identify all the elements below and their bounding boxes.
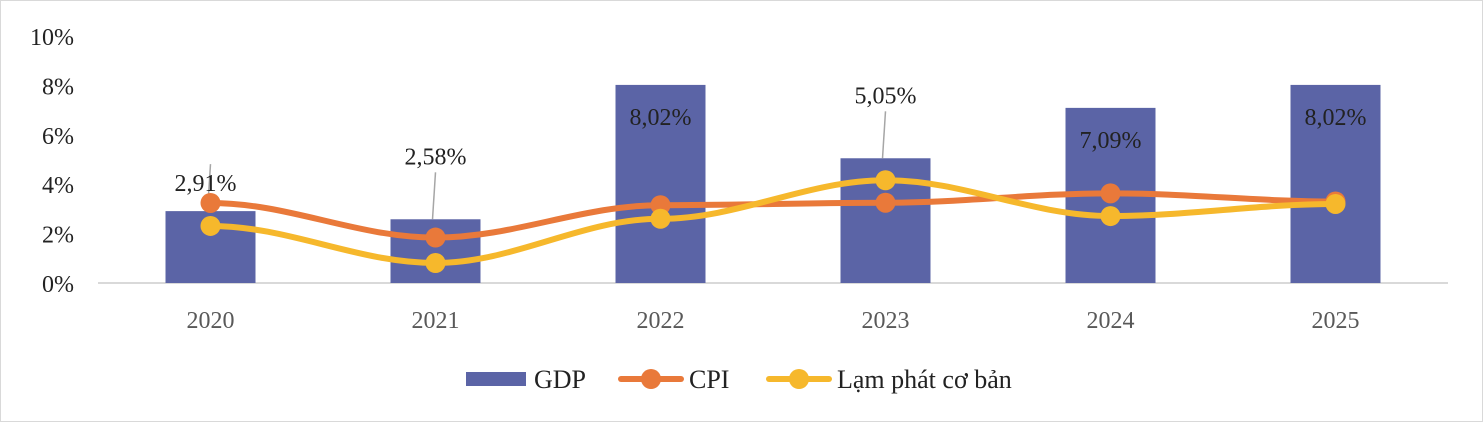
marker-core-inflation	[1100, 206, 1121, 227]
legend-label-core-inflation: Lạm phát cơ bản	[837, 365, 1012, 394]
bar-gdp	[1290, 84, 1381, 283]
marker-cpi	[875, 192, 896, 213]
x-tick-label: 2021	[412, 308, 460, 334]
x-tick-label: 2025	[1312, 308, 1360, 334]
data-label-leader	[431, 172, 437, 220]
legend-label-gdp: GDP	[534, 365, 586, 394]
x-tick-label: 2020	[187, 308, 235, 334]
marker-cpi	[1100, 183, 1121, 204]
legend-swatch-gdp	[466, 372, 526, 386]
x-tick-label: 2024	[1087, 308, 1135, 334]
data-label-gdp: 8,02%	[1305, 105, 1367, 131]
data-label-gdp: 2,58%	[405, 144, 467, 170]
data-label-leader	[881, 111, 887, 159]
legend-marker-cpi	[641, 369, 661, 389]
legend-label-cpi: CPI	[689, 365, 729, 394]
marker-core-inflation	[1325, 193, 1346, 214]
y-tick-label: 10%	[30, 25, 74, 51]
line-cpi	[207, 190, 1339, 241]
data-label-gdp: 2,91%	[175, 171, 237, 197]
data-label-gdp: 8,02%	[630, 105, 692, 131]
y-tick-label: 8%	[42, 74, 74, 100]
marker-core-inflation	[200, 215, 221, 236]
x-tick-label: 2023	[862, 308, 910, 334]
y-tick-label: 4%	[42, 173, 74, 199]
marker-cpi	[425, 227, 446, 248]
marker-core-inflation	[650, 208, 671, 229]
data-label-gdp: 5,05%	[855, 83, 917, 109]
bar-gdp	[615, 84, 706, 283]
line-core-inflation	[207, 177, 1339, 266]
legend-marker-core-inflation	[789, 369, 809, 389]
marker-core-inflation	[875, 170, 896, 191]
data-label-gdp: 7,09%	[1080, 128, 1142, 154]
y-tick-label: 2%	[42, 223, 74, 249]
y-tick-label: 0%	[42, 272, 74, 298]
marker-cpi	[200, 192, 221, 213]
x-tick-label: 2022	[637, 308, 685, 334]
marker-core-inflation	[425, 252, 446, 273]
y-tick-label: 6%	[42, 124, 74, 150]
